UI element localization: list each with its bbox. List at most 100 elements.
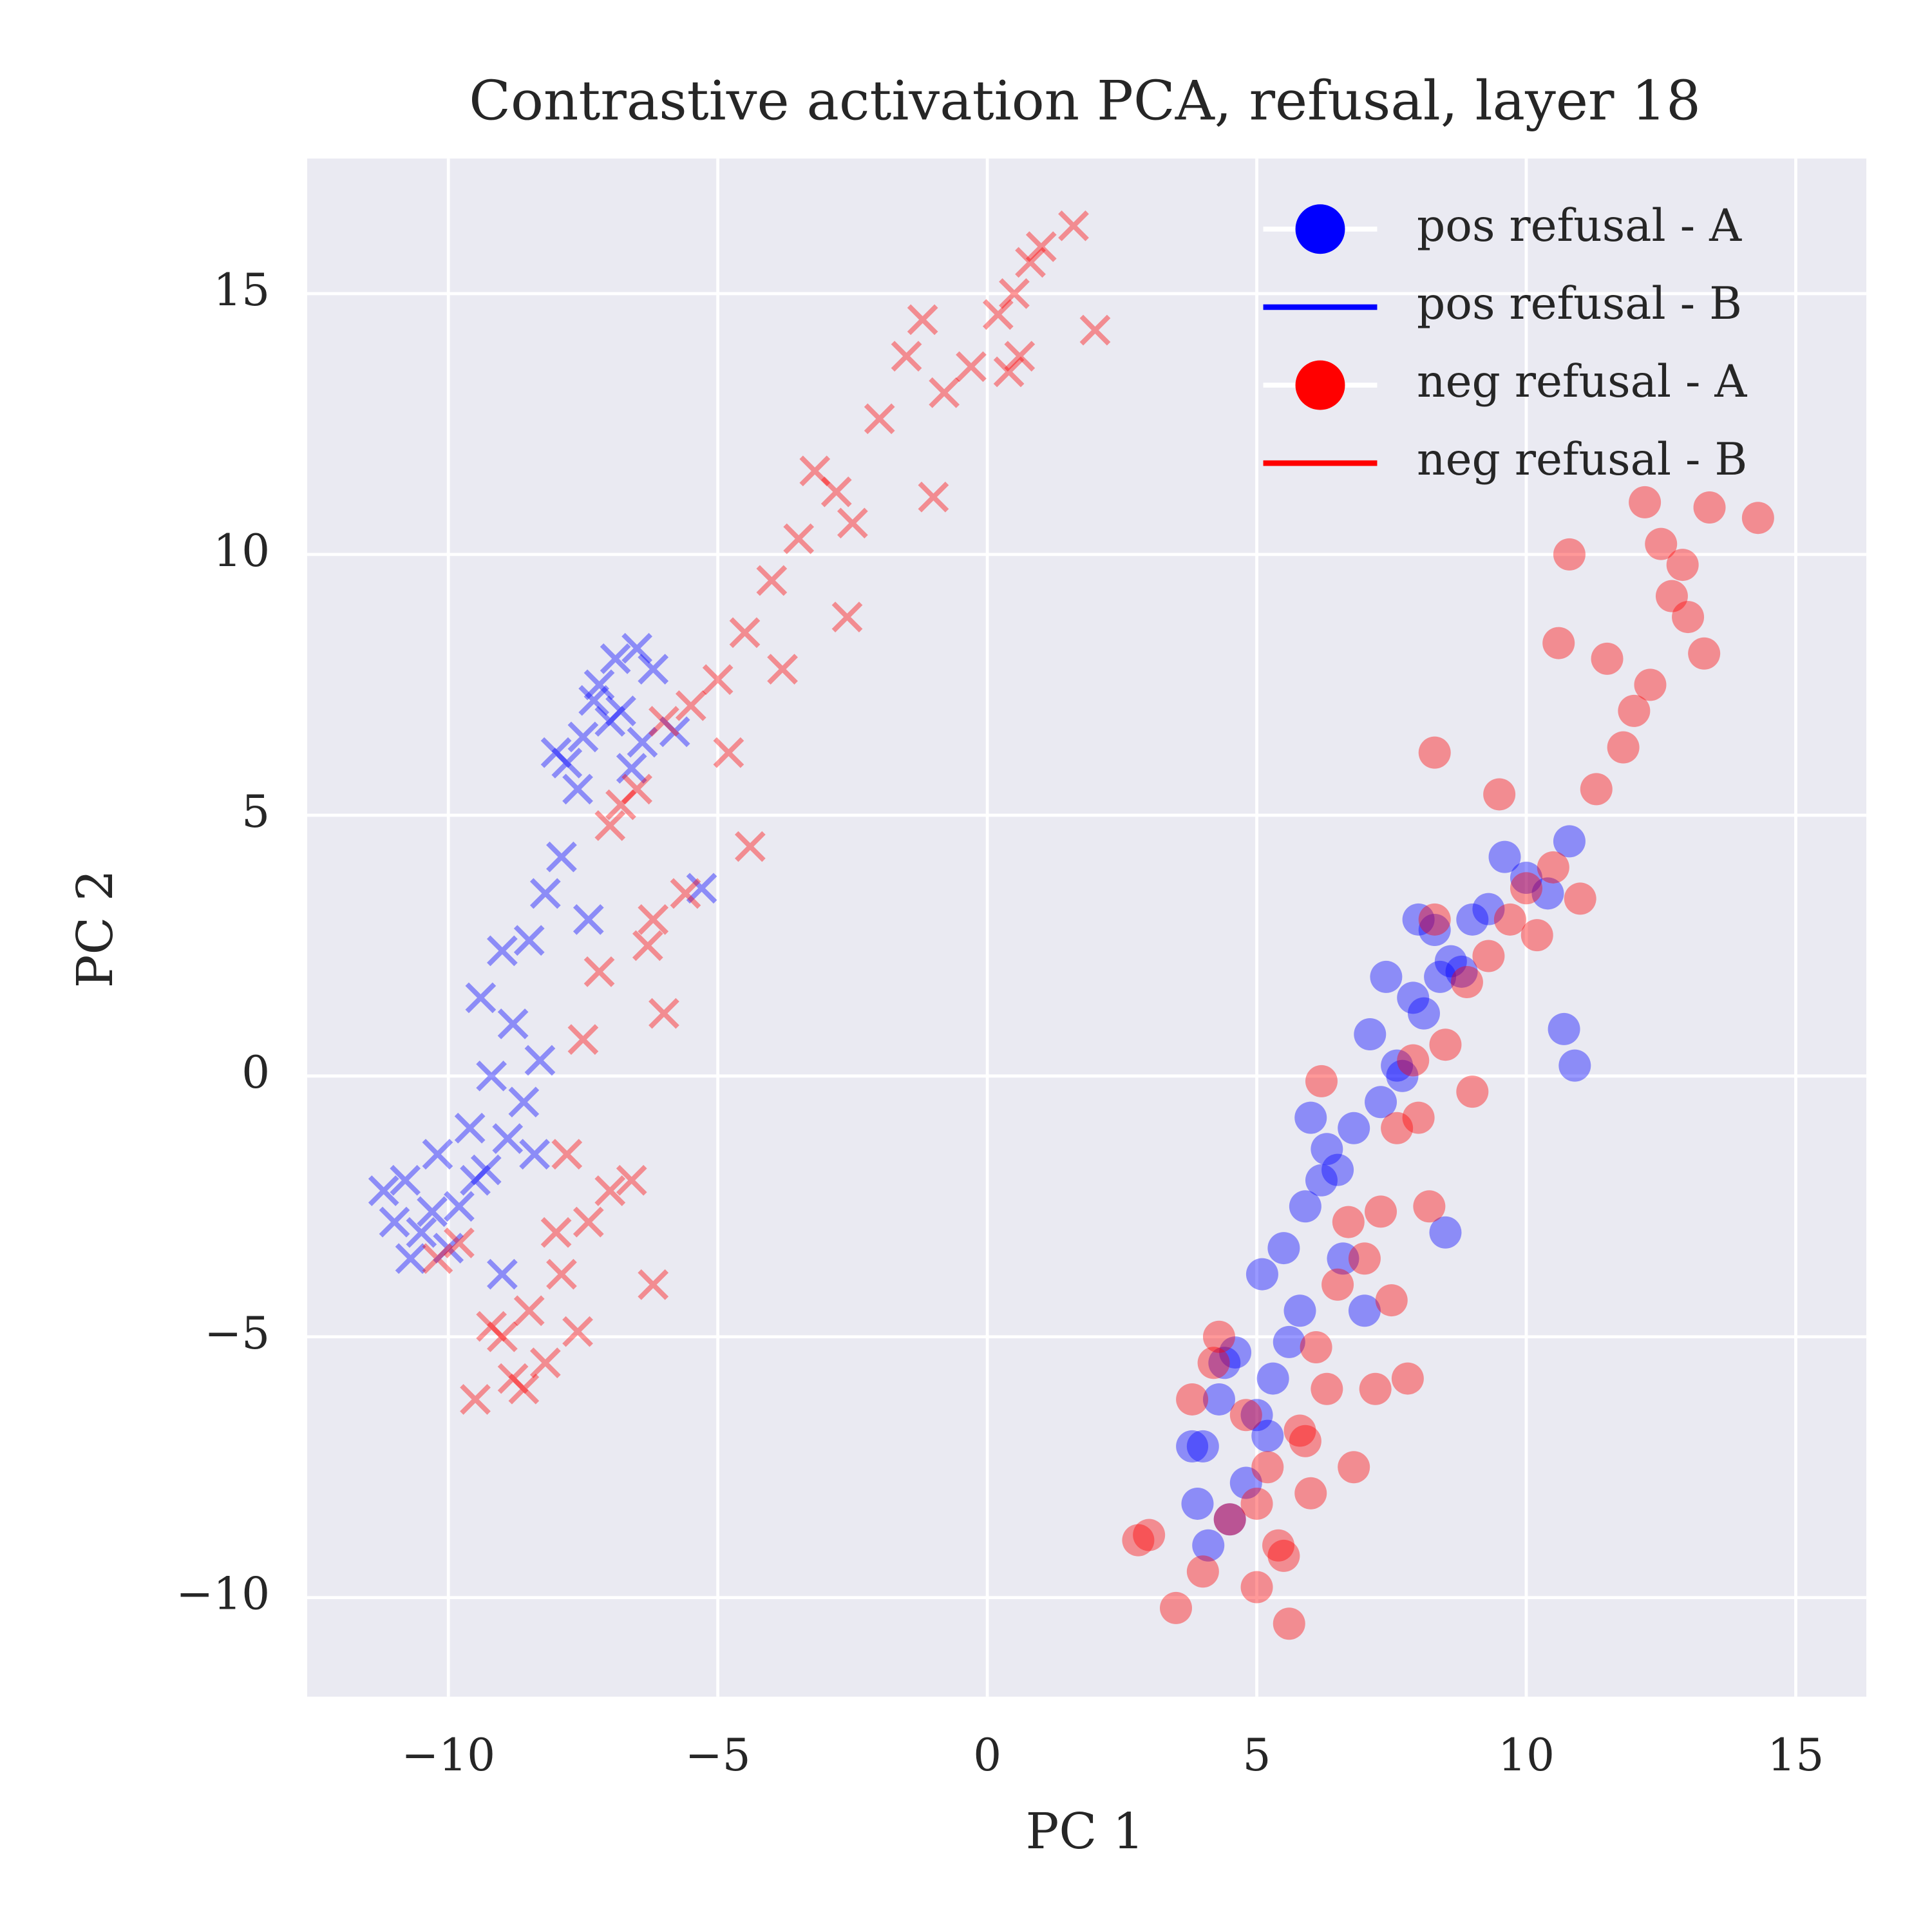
- point: [460, 1164, 491, 1196]
- y-tick-label: −5: [204, 1308, 270, 1359]
- points: [368, 210, 1774, 1640]
- point: [1240, 1399, 1273, 1432]
- point: [1229, 1466, 1262, 1499]
- point: [1391, 1362, 1424, 1395]
- point: [1483, 778, 1516, 811]
- point: [417, 1196, 448, 1227]
- point: [487, 935, 518, 967]
- point: [1402, 903, 1435, 936]
- point: [1192, 1529, 1225, 1562]
- point: [540, 1217, 572, 1248]
- point: [1079, 314, 1111, 346]
- point: [573, 904, 604, 935]
- point: [513, 925, 545, 956]
- point: [1197, 1347, 1230, 1379]
- point: [1202, 1320, 1235, 1353]
- point: [1607, 731, 1640, 764]
- point: [670, 878, 701, 909]
- point: [1418, 736, 1451, 769]
- point: [1321, 1268, 1354, 1301]
- point: [1240, 1571, 1273, 1604]
- point: [1213, 1503, 1246, 1536]
- point: [1213, 1503, 1246, 1536]
- point: [767, 654, 798, 685]
- point: [799, 455, 831, 487]
- point: [605, 789, 636, 820]
- point: [1186, 1430, 1219, 1463]
- x-tick-label: −10: [401, 1730, 495, 1781]
- point: [600, 643, 631, 674]
- point: [649, 998, 679, 1029]
- point: [1542, 627, 1575, 659]
- point: [551, 1139, 583, 1170]
- point: [1418, 914, 1451, 947]
- point: [1655, 580, 1688, 612]
- point: [1472, 940, 1505, 972]
- grid: [307, 158, 1867, 1697]
- point: [1558, 1049, 1591, 1082]
- point: [1273, 1325, 1305, 1358]
- point: [1580, 773, 1613, 806]
- point: [1645, 527, 1678, 560]
- point: [573, 1206, 604, 1238]
- point: [567, 721, 599, 753]
- point: [513, 1295, 545, 1327]
- point: [1564, 882, 1596, 915]
- point: [567, 1024, 599, 1055]
- point: [616, 1164, 647, 1196]
- point: [632, 930, 663, 961]
- point: [1229, 1399, 1262, 1432]
- x-axis-label: PC 1: [1026, 1803, 1144, 1861]
- point: [1133, 1519, 1166, 1551]
- point: [1488, 840, 1521, 873]
- point: [1289, 1190, 1321, 1223]
- point: [1407, 997, 1440, 1030]
- point: [956, 351, 987, 383]
- point: [1176, 1430, 1209, 1463]
- point: [406, 1217, 437, 1248]
- point: [1004, 341, 1036, 372]
- point: [578, 685, 610, 716]
- point: [492, 1123, 524, 1154]
- legend-label: pos refusal - B: [1417, 278, 1742, 330]
- point: [546, 841, 577, 873]
- point: [390, 1164, 421, 1196]
- point: [508, 1086, 540, 1118]
- point: [1338, 1451, 1370, 1484]
- point: [1160, 1591, 1193, 1624]
- point: [621, 773, 652, 805]
- legend-label: pos refusal - A: [1417, 200, 1742, 252]
- point: [1256, 1362, 1289, 1395]
- point: [1294, 1101, 1327, 1134]
- point: [1548, 1012, 1580, 1045]
- legend: pos refusal - A pos refusal - B neg refusa…: [1263, 200, 1747, 486]
- point: [476, 1060, 507, 1092]
- point: [1741, 502, 1774, 535]
- point: [627, 726, 658, 758]
- point: [379, 1206, 410, 1238]
- point: [546, 1258, 577, 1290]
- point: [1456, 903, 1489, 936]
- point: [1553, 538, 1586, 571]
- point: [1445, 955, 1478, 988]
- point: [433, 1233, 464, 1264]
- point: [1672, 601, 1705, 634]
- point: [1267, 1232, 1300, 1265]
- point: [1456, 1075, 1489, 1108]
- plot-area: [307, 158, 1867, 1697]
- point: [422, 1139, 453, 1170]
- point: [524, 1045, 556, 1076]
- point: [1429, 1028, 1462, 1061]
- point: [638, 654, 669, 685]
- point: [1289, 1425, 1321, 1457]
- point: [756, 565, 788, 596]
- point: [1397, 981, 1430, 1014]
- point: [1510, 872, 1542, 905]
- point: [562, 773, 593, 805]
- point: [1618, 694, 1651, 727]
- point: [918, 481, 949, 513]
- point: [659, 716, 690, 748]
- x-tick-label: −5: [685, 1730, 751, 1781]
- point: [1058, 210, 1089, 242]
